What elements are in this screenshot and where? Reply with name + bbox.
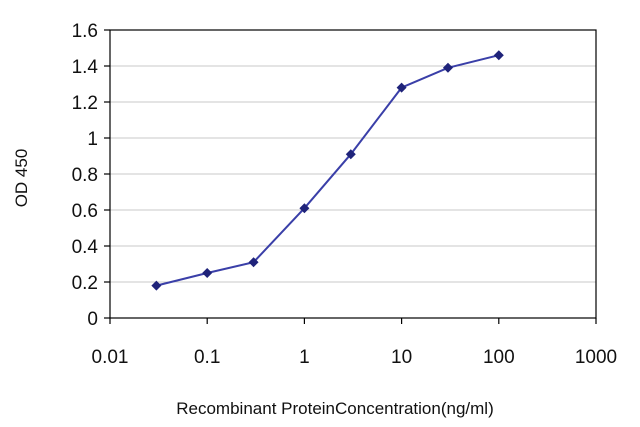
data-point-marker xyxy=(442,62,453,73)
plot-frame xyxy=(109,29,597,319)
y-tick-label: 0.2 xyxy=(72,273,98,294)
data-point-marker xyxy=(299,203,310,214)
x-axis: 0.01 0.1 1 10 100 1000 xyxy=(92,318,617,368)
y-tick-label: 0.4 xyxy=(72,237,99,258)
x-axis-title: Recombinant ProteinConcentration(ng/ml) xyxy=(176,399,494,418)
y-tick-label: 1.4 xyxy=(72,57,99,78)
y-axis: 0 0.2 0.4 0.6 0.8 1 1.2 1.4 1.6 xyxy=(72,21,110,330)
data-point-marker xyxy=(345,149,356,160)
x-tick-label: 1 xyxy=(299,347,310,368)
data-point-marker xyxy=(151,280,162,291)
y-tick-label: 1.2 xyxy=(72,93,98,114)
series-group xyxy=(151,50,504,291)
y-tick-label: 0 xyxy=(87,309,98,330)
x-tick-label: 1000 xyxy=(575,347,617,368)
y-tick-label: 1 xyxy=(87,129,98,150)
y-tick-label: 0.8 xyxy=(72,165,98,186)
y-tick-label: 1.6 xyxy=(72,21,98,42)
x-tick-label: 0.1 xyxy=(194,347,220,368)
y-axis-title: OD 450 xyxy=(12,149,31,208)
data-point-marker xyxy=(202,268,213,278)
grid-lines xyxy=(110,65,596,283)
data-point-marker xyxy=(248,257,259,268)
x-tick-label: 0.01 xyxy=(92,347,129,368)
y-tick-label: 0.6 xyxy=(72,201,98,222)
data-point-marker xyxy=(493,50,504,61)
data-point-marker xyxy=(396,82,407,93)
x-tick-label: 100 xyxy=(483,347,515,368)
series-line xyxy=(156,54,500,287)
x-tick-label: 10 xyxy=(391,347,412,368)
